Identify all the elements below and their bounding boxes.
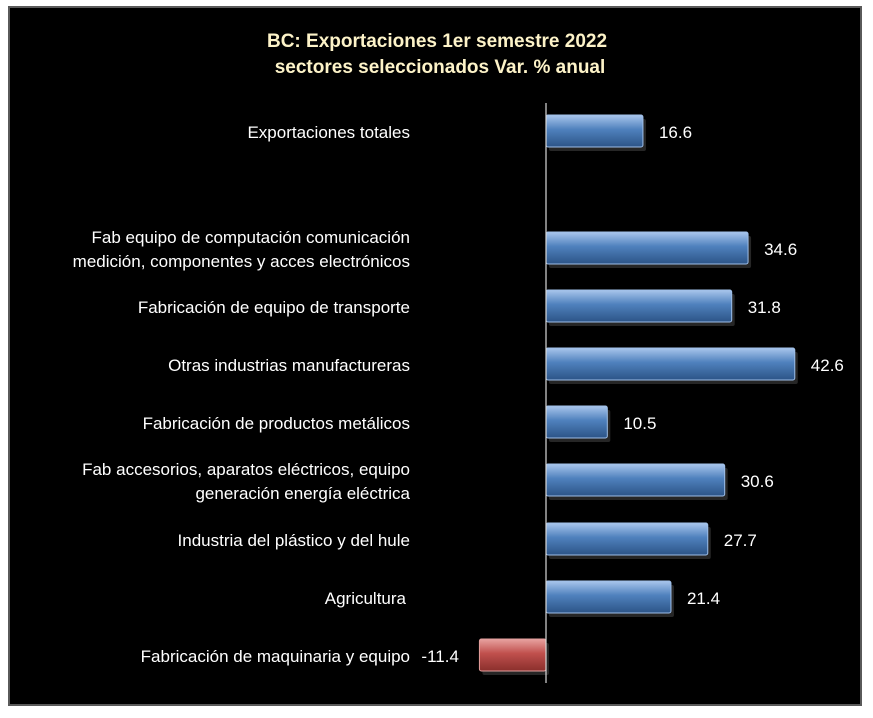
category-label-5-0: Fab accesorios, aparatos eléctricos, equ… <box>82 460 410 479</box>
chart-title: BC: Exportaciones 1er semestre 2022 sect… <box>267 31 607 78</box>
value-label-4: 10.5 <box>623 414 656 433</box>
category-label-6-0: Industria del plástico y del hule <box>178 531 410 550</box>
value-label-5: 30.6 <box>741 472 774 491</box>
category-label-3-0: Otras industrias manufactureras <box>168 356 410 375</box>
bar-4 <box>545 405 608 439</box>
value-label-2: 31.8 <box>748 298 781 317</box>
bar-0 <box>545 114 644 148</box>
category-label-8-0: Fabricación de maquinaria y equipo <box>141 647 410 666</box>
bar-5 <box>545 463 726 497</box>
category-label-0-0: Exportaciones totales <box>247 123 410 142</box>
value-label-7: 21.4 <box>687 589 720 608</box>
bar-6 <box>545 522 709 556</box>
value-label-6: 27.7 <box>724 531 757 550</box>
category-label-1-0: Fab equipo de computación comunicación <box>92 228 410 247</box>
category-label-2-0: Fabricación de equipo de transporte <box>138 298 410 317</box>
category-label-5-1: generación energía eléctrica <box>195 484 410 503</box>
bar-8 <box>478 638 547 672</box>
chart-title-line-1: BC: Exportaciones 1er semestre 2022 <box>267 31 607 52</box>
value-label-1: 34.6 <box>764 240 797 259</box>
category-label-7-0: Agricultura <box>325 589 407 608</box>
value-label-3: 42.6 <box>811 356 844 375</box>
bar-2 <box>545 289 733 323</box>
chart-title-line-2: sectores seleccionados Var. % anual <box>275 57 606 78</box>
value-label-8: -11.4 <box>421 647 459 666</box>
value-label-0: 16.6 <box>659 123 692 142</box>
bar-3 <box>545 347 796 381</box>
bar-7 <box>545 580 672 614</box>
category-label-4-0: Fabricación de productos metálicos <box>143 414 410 433</box>
category-label-1-1: medición, componentes y acces electrónic… <box>73 252 410 271</box>
bar-1 <box>545 231 749 265</box>
